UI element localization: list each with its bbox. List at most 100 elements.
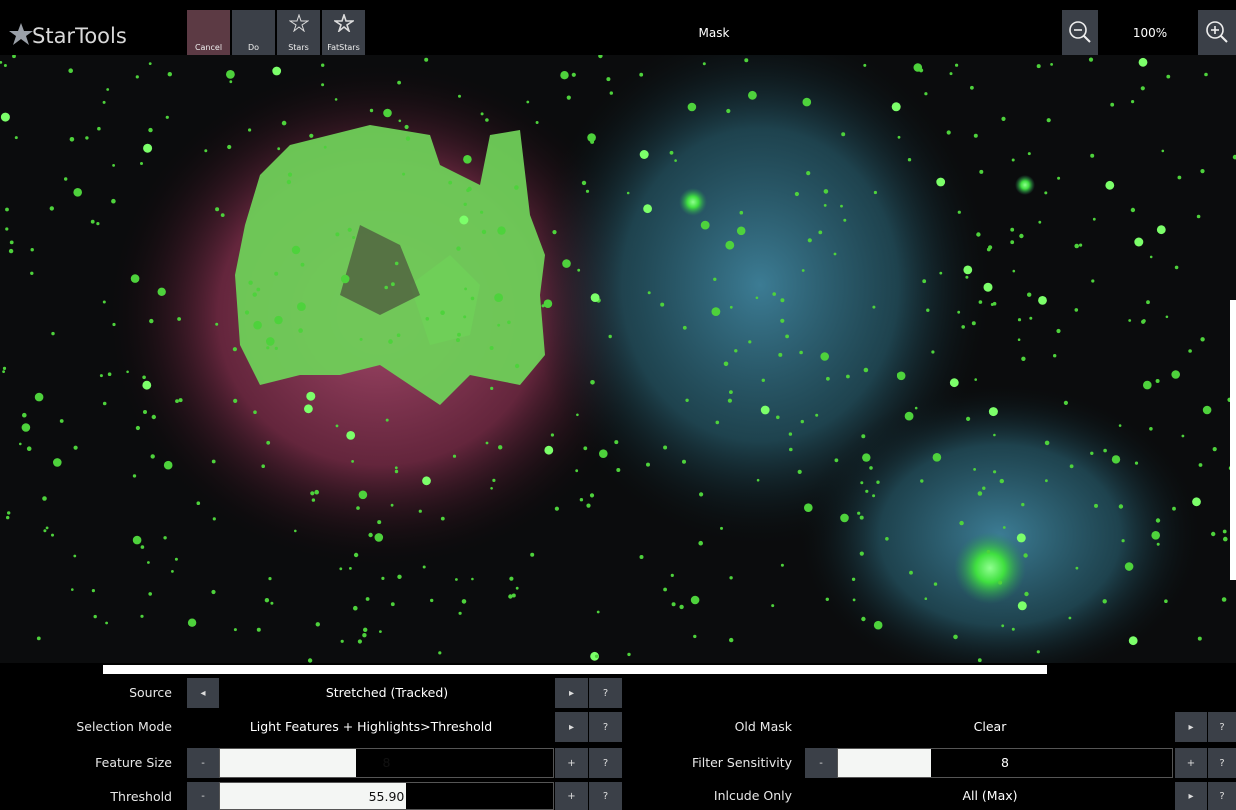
star (167, 461, 171, 464)
slider-value: 8 (382, 755, 391, 770)
star (1143, 380, 1152, 390)
star (1002, 526, 1006, 529)
plus-button[interactable]: + (555, 782, 588, 810)
star (3, 64, 7, 67)
star (1068, 616, 1072, 620)
star (873, 190, 878, 195)
star (26, 446, 32, 452)
star (1155, 518, 1161, 523)
param-value[interactable]: All (Max) (962, 788, 1018, 803)
param-value[interactable]: Light Features + Highlights>Threshold (249, 719, 493, 734)
star (1010, 240, 1015, 245)
star (142, 380, 152, 390)
star (687, 102, 697, 112)
star (143, 143, 153, 153)
slider-value: 8 (1001, 755, 1009, 770)
do-button[interactable]: Do (232, 10, 275, 55)
star (455, 578, 458, 581)
star (805, 99, 810, 104)
star (457, 332, 461, 337)
star (571, 72, 576, 77)
star (335, 424, 339, 428)
star (861, 616, 866, 622)
star (49, 206, 54, 211)
star (311, 498, 316, 502)
star (598, 55, 603, 59)
zoom-out-icon (1069, 21, 1091, 43)
star (14, 136, 18, 140)
star (771, 604, 775, 608)
star (1050, 63, 1053, 66)
horizontal-scrollbar[interactable] (0, 663, 1236, 676)
minus-button[interactable]: - (805, 748, 837, 778)
slider-fill (838, 749, 931, 777)
slider[interactable]: 8 (219, 748, 554, 778)
star (647, 291, 651, 295)
star (1102, 599, 1107, 604)
prev-button[interactable]: ◂ (187, 678, 219, 708)
star (511, 593, 516, 598)
star (388, 339, 393, 344)
star (840, 513, 849, 523)
param-value[interactable]: Stretched (Tracked) (325, 685, 449, 700)
slider[interactable]: 8 (837, 748, 1173, 778)
star (102, 100, 106, 104)
star (349, 567, 352, 570)
star (492, 478, 496, 482)
star (801, 269, 805, 272)
star (973, 133, 978, 138)
plus-button[interactable]: + (555, 748, 588, 778)
plus-button[interactable]: + (1175, 748, 1207, 778)
star (685, 398, 689, 402)
next-button[interactable]: ▸ (555, 678, 588, 708)
star (1063, 400, 1068, 405)
star (298, 328, 303, 333)
help-button[interactable]: ? (589, 748, 622, 778)
star (102, 401, 107, 406)
star (720, 526, 723, 530)
star (73, 188, 82, 197)
star (470, 296, 475, 301)
scroll-thumb[interactable] (103, 665, 1047, 674)
star (1166, 74, 1171, 79)
help-button[interactable]: ? (589, 712, 622, 742)
star (682, 325, 687, 330)
star (589, 493, 595, 498)
next-button[interactable]: ▸ (1175, 712, 1207, 742)
zoom-out-button[interactable] (1062, 10, 1098, 55)
help-button[interactable]: ? (1208, 712, 1236, 742)
star (663, 587, 667, 592)
star (815, 413, 819, 417)
star (132, 535, 142, 545)
help-button[interactable]: ? (589, 782, 622, 810)
star (140, 614, 144, 618)
star (440, 310, 445, 315)
help-button[interactable]: ? (1208, 748, 1236, 778)
next-button[interactable]: ▸ (1175, 782, 1207, 810)
cancel-button[interactable]: Cancel (187, 10, 230, 55)
star (34, 392, 44, 402)
star (702, 62, 706, 66)
minus-button[interactable]: - (187, 748, 219, 778)
star (0, 112, 10, 122)
zoom-in-button[interactable] (1198, 10, 1236, 55)
star (639, 555, 644, 559)
next-button[interactable]: ▸ (555, 712, 588, 742)
star (135, 75, 139, 79)
minus-button[interactable]: - (187, 782, 219, 810)
star (1146, 300, 1150, 305)
star (1223, 536, 1228, 542)
star (711, 307, 721, 316)
slider[interactable]: 55.90 (219, 782, 554, 810)
image-viewport[interactable] (0, 55, 1236, 663)
help-button[interactable]: ? (1208, 782, 1236, 810)
help-button[interactable]: ? (589, 678, 622, 708)
vertical-scroll-thumb[interactable] (1230, 300, 1236, 580)
star (560, 71, 569, 80)
star (248, 280, 253, 285)
slider-fill (220, 749, 356, 777)
star (171, 570, 174, 573)
param-value[interactable]: Clear (973, 719, 1007, 734)
star (384, 285, 389, 290)
star (679, 604, 684, 610)
